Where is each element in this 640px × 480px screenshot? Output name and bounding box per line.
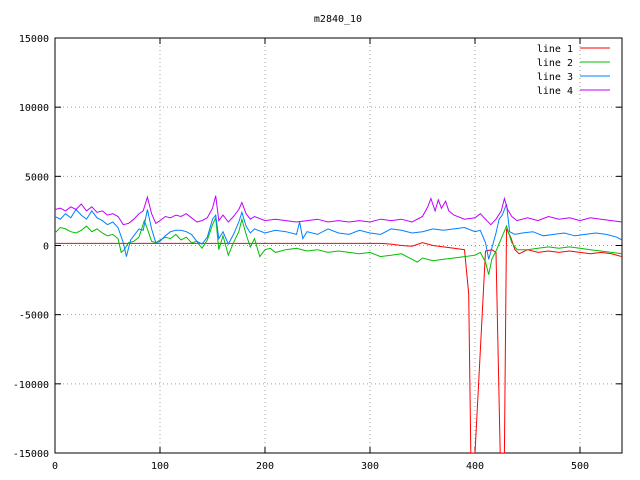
x-tick-label: 500 (571, 461, 589, 472)
series-line-3 (55, 203, 622, 260)
grid-layer (55, 38, 622, 453)
series-line-4 (55, 195, 622, 226)
x-tick-label: 200 (256, 461, 274, 472)
x-tick-label: 0 (52, 461, 58, 472)
y-tick-label: 0 (43, 242, 49, 253)
plot-frame (54, 37, 623, 454)
x-tick-label: 100 (151, 461, 169, 472)
y-tick-label: 10000 (19, 103, 49, 114)
x-tick-label: 400 (466, 461, 484, 472)
series-line-2 (55, 215, 622, 275)
series-layer (55, 195, 622, 453)
chart-title: m2840_10 (314, 14, 362, 25)
y-tick-label: -15000 (13, 449, 49, 460)
series-line-1 (55, 228, 622, 453)
legend: line 1 line 2 line 3 line 4 (537, 44, 610, 97)
y-tick-label: -10000 (13, 380, 49, 391)
x-tick-label: 300 (361, 461, 379, 472)
legend-label-1: line 1 (537, 44, 573, 55)
y-tick-label: -5000 (19, 311, 49, 322)
axis-layer: 0 100 200 300 400 500 15000 10000 5000 0 -5000 -100… (13, 34, 623, 472)
y-tick-label: 15000 (19, 34, 49, 45)
legend-label-4: line 4 (537, 86, 573, 97)
y-tick-label: 5000 (25, 172, 49, 183)
legend-label-2: line 2 (537, 58, 573, 69)
legend-label-3: line 3 (537, 72, 573, 83)
